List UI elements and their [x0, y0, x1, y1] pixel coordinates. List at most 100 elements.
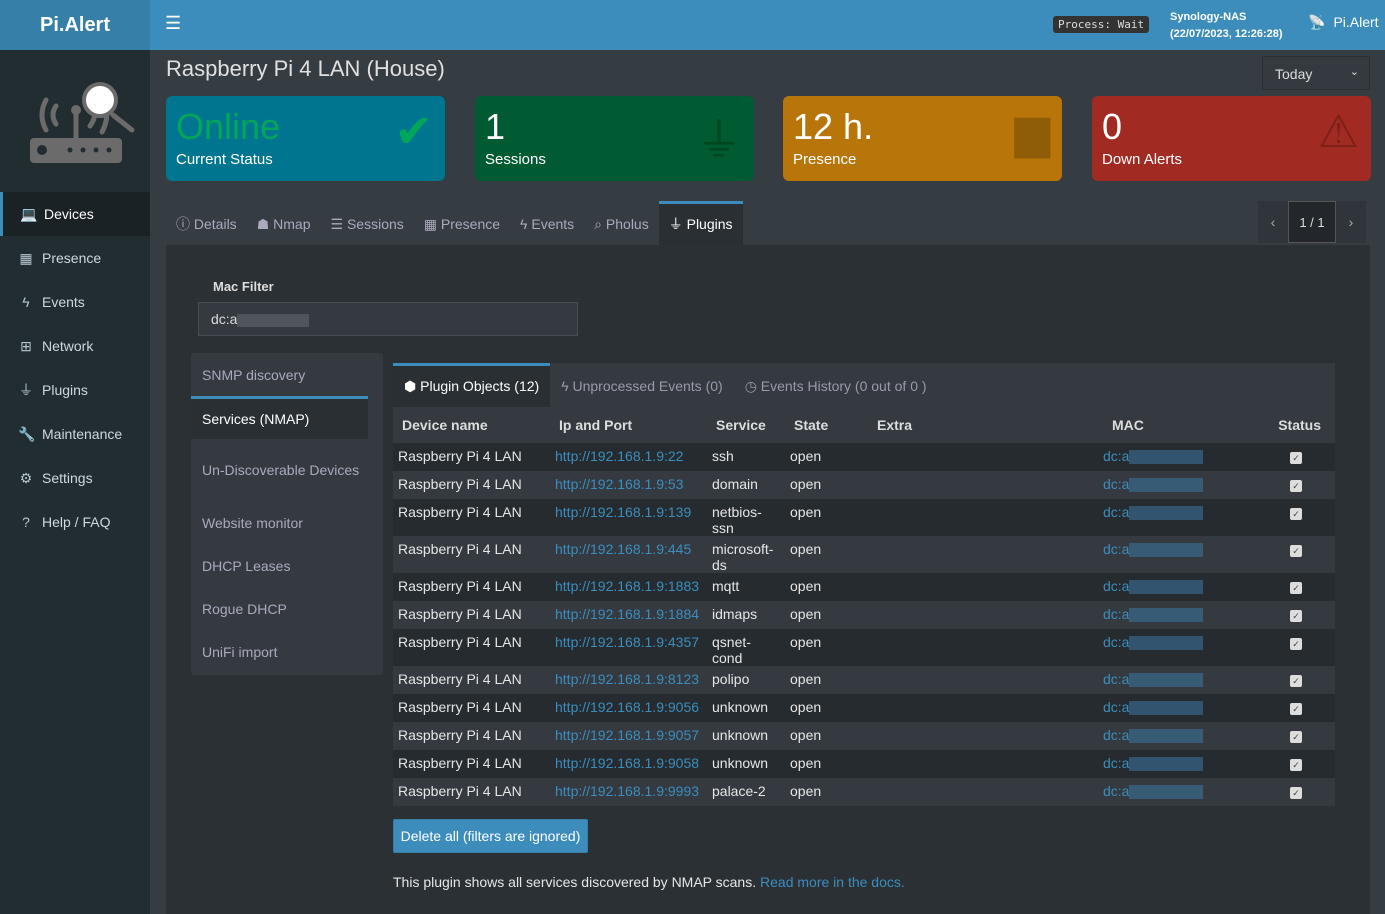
column-header[interactable]: Extra: [868, 407, 1098, 443]
table-cell: open: [785, 694, 868, 722]
mac-link[interactable]: dc:a: [1103, 606, 1130, 622]
menu-toggle-icon[interactable]: ☰: [165, 13, 182, 33]
mac-link[interactable]: dc:a: [1103, 448, 1130, 464]
status-checkbox[interactable]: ✓: [1290, 480, 1302, 492]
check-icon: ✔: [394, 105, 433, 157]
plugin-label: Services (NMAP): [202, 411, 310, 427]
status-checkbox[interactable]: ✓: [1290, 731, 1302, 743]
status-checkbox[interactable]: ✓: [1290, 582, 1302, 594]
next-device-button[interactable]: ›: [1336, 201, 1366, 243]
table-cell: dc:a: [1098, 573, 1256, 601]
sidebar-item-maintenance[interactable]: 🔧 Maintenance: [0, 412, 150, 456]
service-link[interactable]: http://192.168.1.9:9056: [555, 699, 700, 715]
status-checkbox[interactable]: ✓: [1290, 638, 1302, 650]
tab-events-history[interactable]: ◷ Events History (0 out of 0 ): [744, 378, 927, 394]
tab-pholus[interactable]: ⌕ Pholus: [594, 216, 649, 232]
table-cell: unknown: [707, 750, 785, 778]
status-checkbox[interactable]: ✓: [1290, 545, 1302, 557]
status-checkbox[interactable]: ✓: [1290, 759, 1302, 771]
mac-link[interactable]: dc:a: [1103, 671, 1130, 687]
service-link[interactable]: http://192.168.1.9:8123: [555, 671, 700, 687]
sidebar-item-presence[interactable]: ▦ Presence: [0, 236, 150, 280]
plugin-undiscoverable[interactable]: Un-Discoverable Devices: [191, 439, 383, 501]
down-alerts-box[interactable]: 0 Down Alerts ⚠: [1092, 96, 1371, 181]
service-link[interactable]: http://192.168.1.9:4357: [555, 634, 700, 650]
mac-link[interactable]: dc:a: [1103, 727, 1130, 743]
docs-link[interactable]: Read more in the docs.: [760, 874, 905, 890]
status-checkbox[interactable]: ✓: [1290, 703, 1302, 715]
table-row: Raspberry Pi 4 LAN http://192.168.1.9:139…: [393, 499, 1335, 536]
service-link[interactable]: http://192.168.1.9:9058: [555, 755, 700, 771]
status-value: Online: [176, 106, 281, 147]
mac-link[interactable]: dc:a: [1103, 578, 1130, 594]
service-link[interactable]: http://192.168.1.9:1884: [555, 606, 700, 622]
mac-filter-label: Mac Filter: [213, 279, 274, 294]
column-header[interactable]: MAC: [1098, 407, 1256, 443]
service-link[interactable]: http://192.168.1.9:53: [555, 476, 684, 492]
period-value: Today: [1275, 66, 1313, 82]
page-title: Raspberry Pi 4 LAN (House): [166, 56, 445, 81]
redacted-mac: [1129, 580, 1204, 595]
tab-sessions[interactable]: ☰ Sessions: [330, 216, 404, 232]
plugin-website-monitor[interactable]: Website monitor: [191, 501, 383, 544]
plugin-unifi-import[interactable]: UniFi import: [191, 630, 383, 673]
table-cell: Raspberry Pi 4 LAN: [393, 750, 550, 778]
column-header[interactable]: Service: [707, 407, 785, 443]
app-logo[interactable]: Pi.Alert: [0, 0, 150, 50]
user-menu[interactable]: 📡 Pi.Alert: [1300, 14, 1379, 31]
sidebar-item-settings[interactable]: ⚙ Settings: [0, 456, 150, 500]
sidebar-item-events[interactable]: ϟ Events: [0, 280, 150, 324]
mac-link[interactable]: dc:a: [1103, 755, 1130, 771]
table-cell: unknown: [707, 722, 785, 750]
plugin-snmp[interactable]: SNMP discovery: [191, 353, 383, 396]
service-link[interactable]: http://192.168.1.9:139: [555, 504, 692, 520]
sessions-box[interactable]: 1 Sessions ⏚: [475, 96, 754, 181]
tab-events[interactable]: ϟ Events: [520, 216, 575, 232]
status-box[interactable]: Online Current Status ✔: [166, 96, 445, 181]
presence-box[interactable]: 12 h. Presence ▆: [783, 96, 1062, 181]
sidebar-item-network[interactable]: ⊞ Network: [0, 324, 150, 368]
column-header[interactable]: Device name: [393, 407, 550, 443]
status-checkbox[interactable]: ✓: [1290, 610, 1302, 622]
plugin-dhcp-leases[interactable]: DHCP Leases: [191, 544, 383, 587]
status-checkbox[interactable]: ✓: [1290, 452, 1302, 464]
mac-link[interactable]: dc:a: [1103, 783, 1130, 799]
tab-nmap[interactable]: ☗ Nmap: [256, 216, 311, 232]
mac-link[interactable]: dc:a: [1103, 504, 1130, 520]
tab-plugin-objects[interactable]: ⬢ Plugin Objects (12): [393, 363, 551, 407]
mac-link[interactable]: dc:a: [1103, 634, 1130, 650]
service-link[interactable]: http://192.168.1.9:9057: [555, 727, 700, 743]
mac-link[interactable]: dc:a: [1103, 541, 1130, 557]
tab-details[interactable]: ⓘ Details: [176, 216, 237, 232]
mac-link[interactable]: dc:a: [1103, 699, 1130, 715]
sidebar-item-plugins[interactable]: ⏚ Plugins: [0, 368, 150, 412]
status-checkbox[interactable]: ✓: [1290, 508, 1302, 520]
tab-plugins[interactable]: ⏚ Plugins: [658, 201, 743, 245]
mac-link[interactable]: dc:a: [1103, 476, 1130, 492]
sidebar-item-help[interactable]: ? Help / FAQ: [0, 500, 150, 544]
service-link[interactable]: http://192.168.1.9:1883: [555, 578, 700, 594]
prev-device-button[interactable]: ‹: [1258, 201, 1288, 243]
column-header[interactable]: State: [785, 407, 868, 443]
service-link[interactable]: http://192.168.1.9:9993: [555, 783, 700, 799]
mac-filter-input[interactable]: dc:a: [198, 302, 578, 336]
sidebar-item-devices[interactable]: 💻 Devices: [0, 192, 150, 236]
plugin-nmap[interactable]: Services (NMAP): [191, 396, 368, 439]
sidebar: 💻 Devices ▦ Presence ϟ Events ⊞ Network ⏚ Plu…: [0, 50, 150, 914]
status-checkbox[interactable]: ✓: [1290, 787, 1302, 799]
service-link[interactable]: http://192.168.1.9:445: [555, 541, 692, 557]
status-checkbox[interactable]: ✓: [1290, 675, 1302, 687]
bolt-icon: ϟ: [22, 294, 30, 310]
column-header[interactable]: Status: [1256, 407, 1335, 443]
period-select[interactable]: Today ⌄: [1262, 56, 1370, 90]
tab-presence[interactable]: ▦ Presence: [423, 216, 501, 232]
table-cell: [868, 601, 1098, 629]
delete-all-button[interactable]: Delete all (filters are ignored): [393, 819, 588, 853]
table-cell: Raspberry Pi 4 LAN: [393, 666, 550, 694]
tab-unprocessed-events[interactable]: ϟ Unprocessed Events (0): [561, 378, 723, 394]
service-link[interactable]: http://192.168.1.9:22: [555, 448, 684, 464]
plugin-label: DHCP Leases: [202, 557, 291, 574]
column-header[interactable]: Ip and Port: [550, 407, 707, 443]
plugin-rogue-dhcp[interactable]: Rogue DHCP: [191, 587, 383, 630]
redacted-mac: [1129, 506, 1204, 521]
